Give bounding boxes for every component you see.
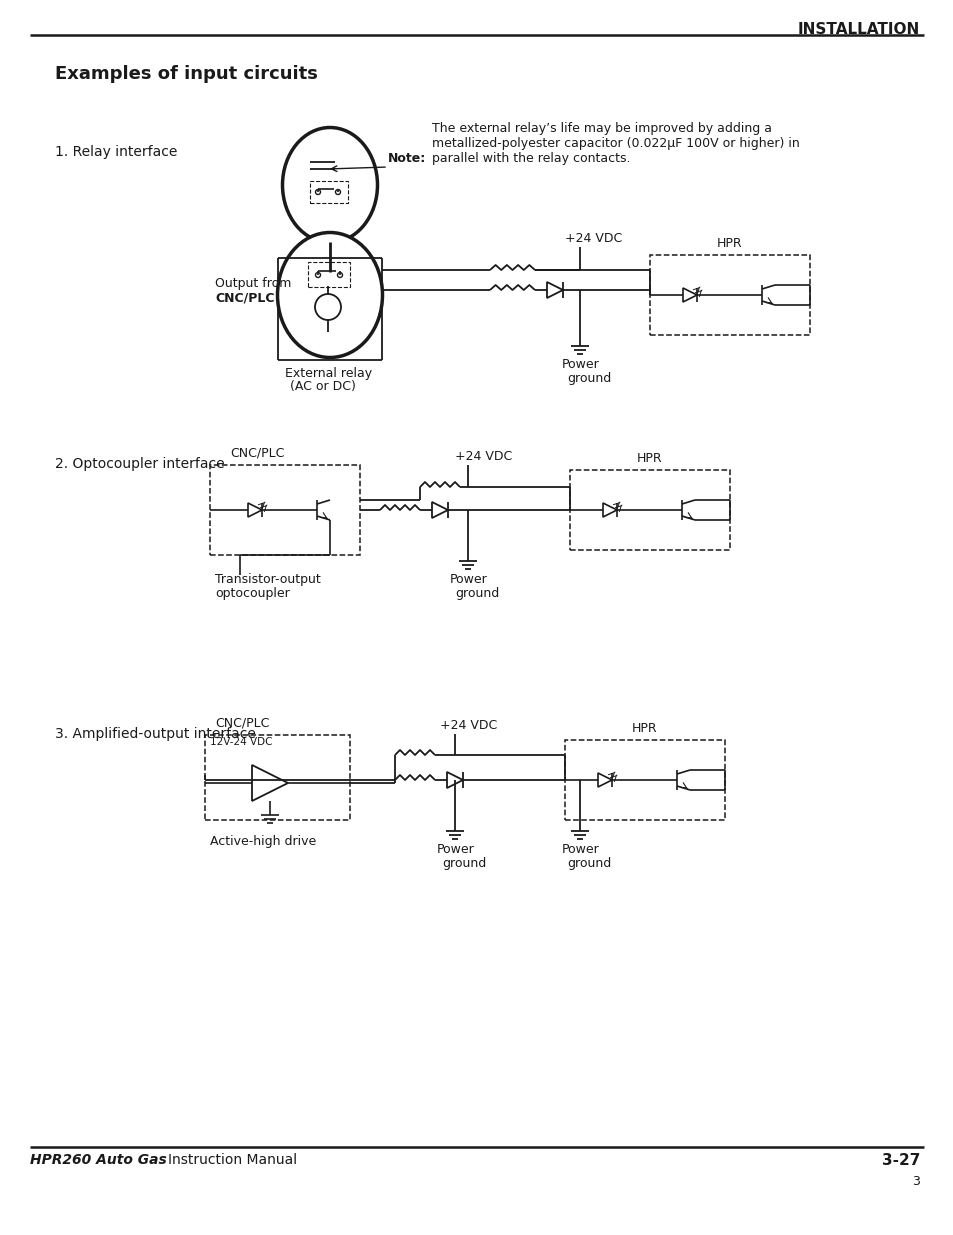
Text: 3: 3 <box>911 1174 919 1188</box>
Ellipse shape <box>282 127 377 242</box>
Text: Instruction Manual: Instruction Manual <box>168 1153 296 1167</box>
Text: Transistor-output: Transistor-output <box>214 573 320 585</box>
Text: INSTALLATION: INSTALLATION <box>797 22 919 37</box>
Circle shape <box>337 273 342 278</box>
Text: 3-27: 3-27 <box>881 1153 919 1168</box>
Circle shape <box>335 189 340 194</box>
Text: Power: Power <box>436 844 475 856</box>
Text: The external relay’s life may be improved by adding a
metallized-polyester capac: The external relay’s life may be improve… <box>432 122 799 165</box>
Text: Note:: Note: <box>388 152 426 165</box>
Text: optocoupler: optocoupler <box>214 587 290 600</box>
Ellipse shape <box>277 232 382 357</box>
Text: 2. Optocoupler interface: 2. Optocoupler interface <box>55 457 224 471</box>
Bar <box>310 182 348 203</box>
Text: Active-high drive: Active-high drive <box>210 835 315 848</box>
Text: ground: ground <box>455 587 498 600</box>
Text: CNC/PLC: CNC/PLC <box>214 291 274 305</box>
Text: CNC/PLC: CNC/PLC <box>230 447 284 459</box>
Text: ground: ground <box>566 857 611 869</box>
Text: 12V-24 VDC: 12V-24 VDC <box>210 737 273 747</box>
Bar <box>564 740 724 820</box>
Text: Power: Power <box>561 844 599 856</box>
Bar <box>205 735 350 820</box>
Text: HPR260 Auto Gas: HPR260 Auto Gas <box>30 1153 167 1167</box>
Text: CNC/PLC: CNC/PLC <box>214 718 269 730</box>
Bar <box>569 471 729 550</box>
Circle shape <box>315 189 320 194</box>
Text: Examples of input circuits: Examples of input circuits <box>55 65 317 83</box>
Text: HPR: HPR <box>632 722 658 735</box>
Text: Power: Power <box>450 573 487 585</box>
Text: ground: ground <box>566 372 611 385</box>
Text: External relay: External relay <box>285 367 372 380</box>
Text: Power: Power <box>561 358 599 370</box>
Circle shape <box>315 273 320 278</box>
Text: +24 VDC: +24 VDC <box>455 450 512 463</box>
Text: +24 VDC: +24 VDC <box>564 232 621 245</box>
Circle shape <box>314 294 340 320</box>
Text: (AC or DC): (AC or DC) <box>290 380 355 393</box>
Bar <box>308 262 350 287</box>
Text: HPR: HPR <box>717 237 742 249</box>
Text: +24 VDC: +24 VDC <box>439 719 497 732</box>
Text: HPR: HPR <box>637 452 662 466</box>
Text: 1. Relay interface: 1. Relay interface <box>55 144 177 159</box>
Text: Output from: Output from <box>214 277 291 289</box>
Bar <box>649 254 809 335</box>
Text: ground: ground <box>441 857 486 869</box>
Bar <box>210 466 359 555</box>
Text: 3. Amplified-output interface: 3. Amplified-output interface <box>55 727 255 741</box>
